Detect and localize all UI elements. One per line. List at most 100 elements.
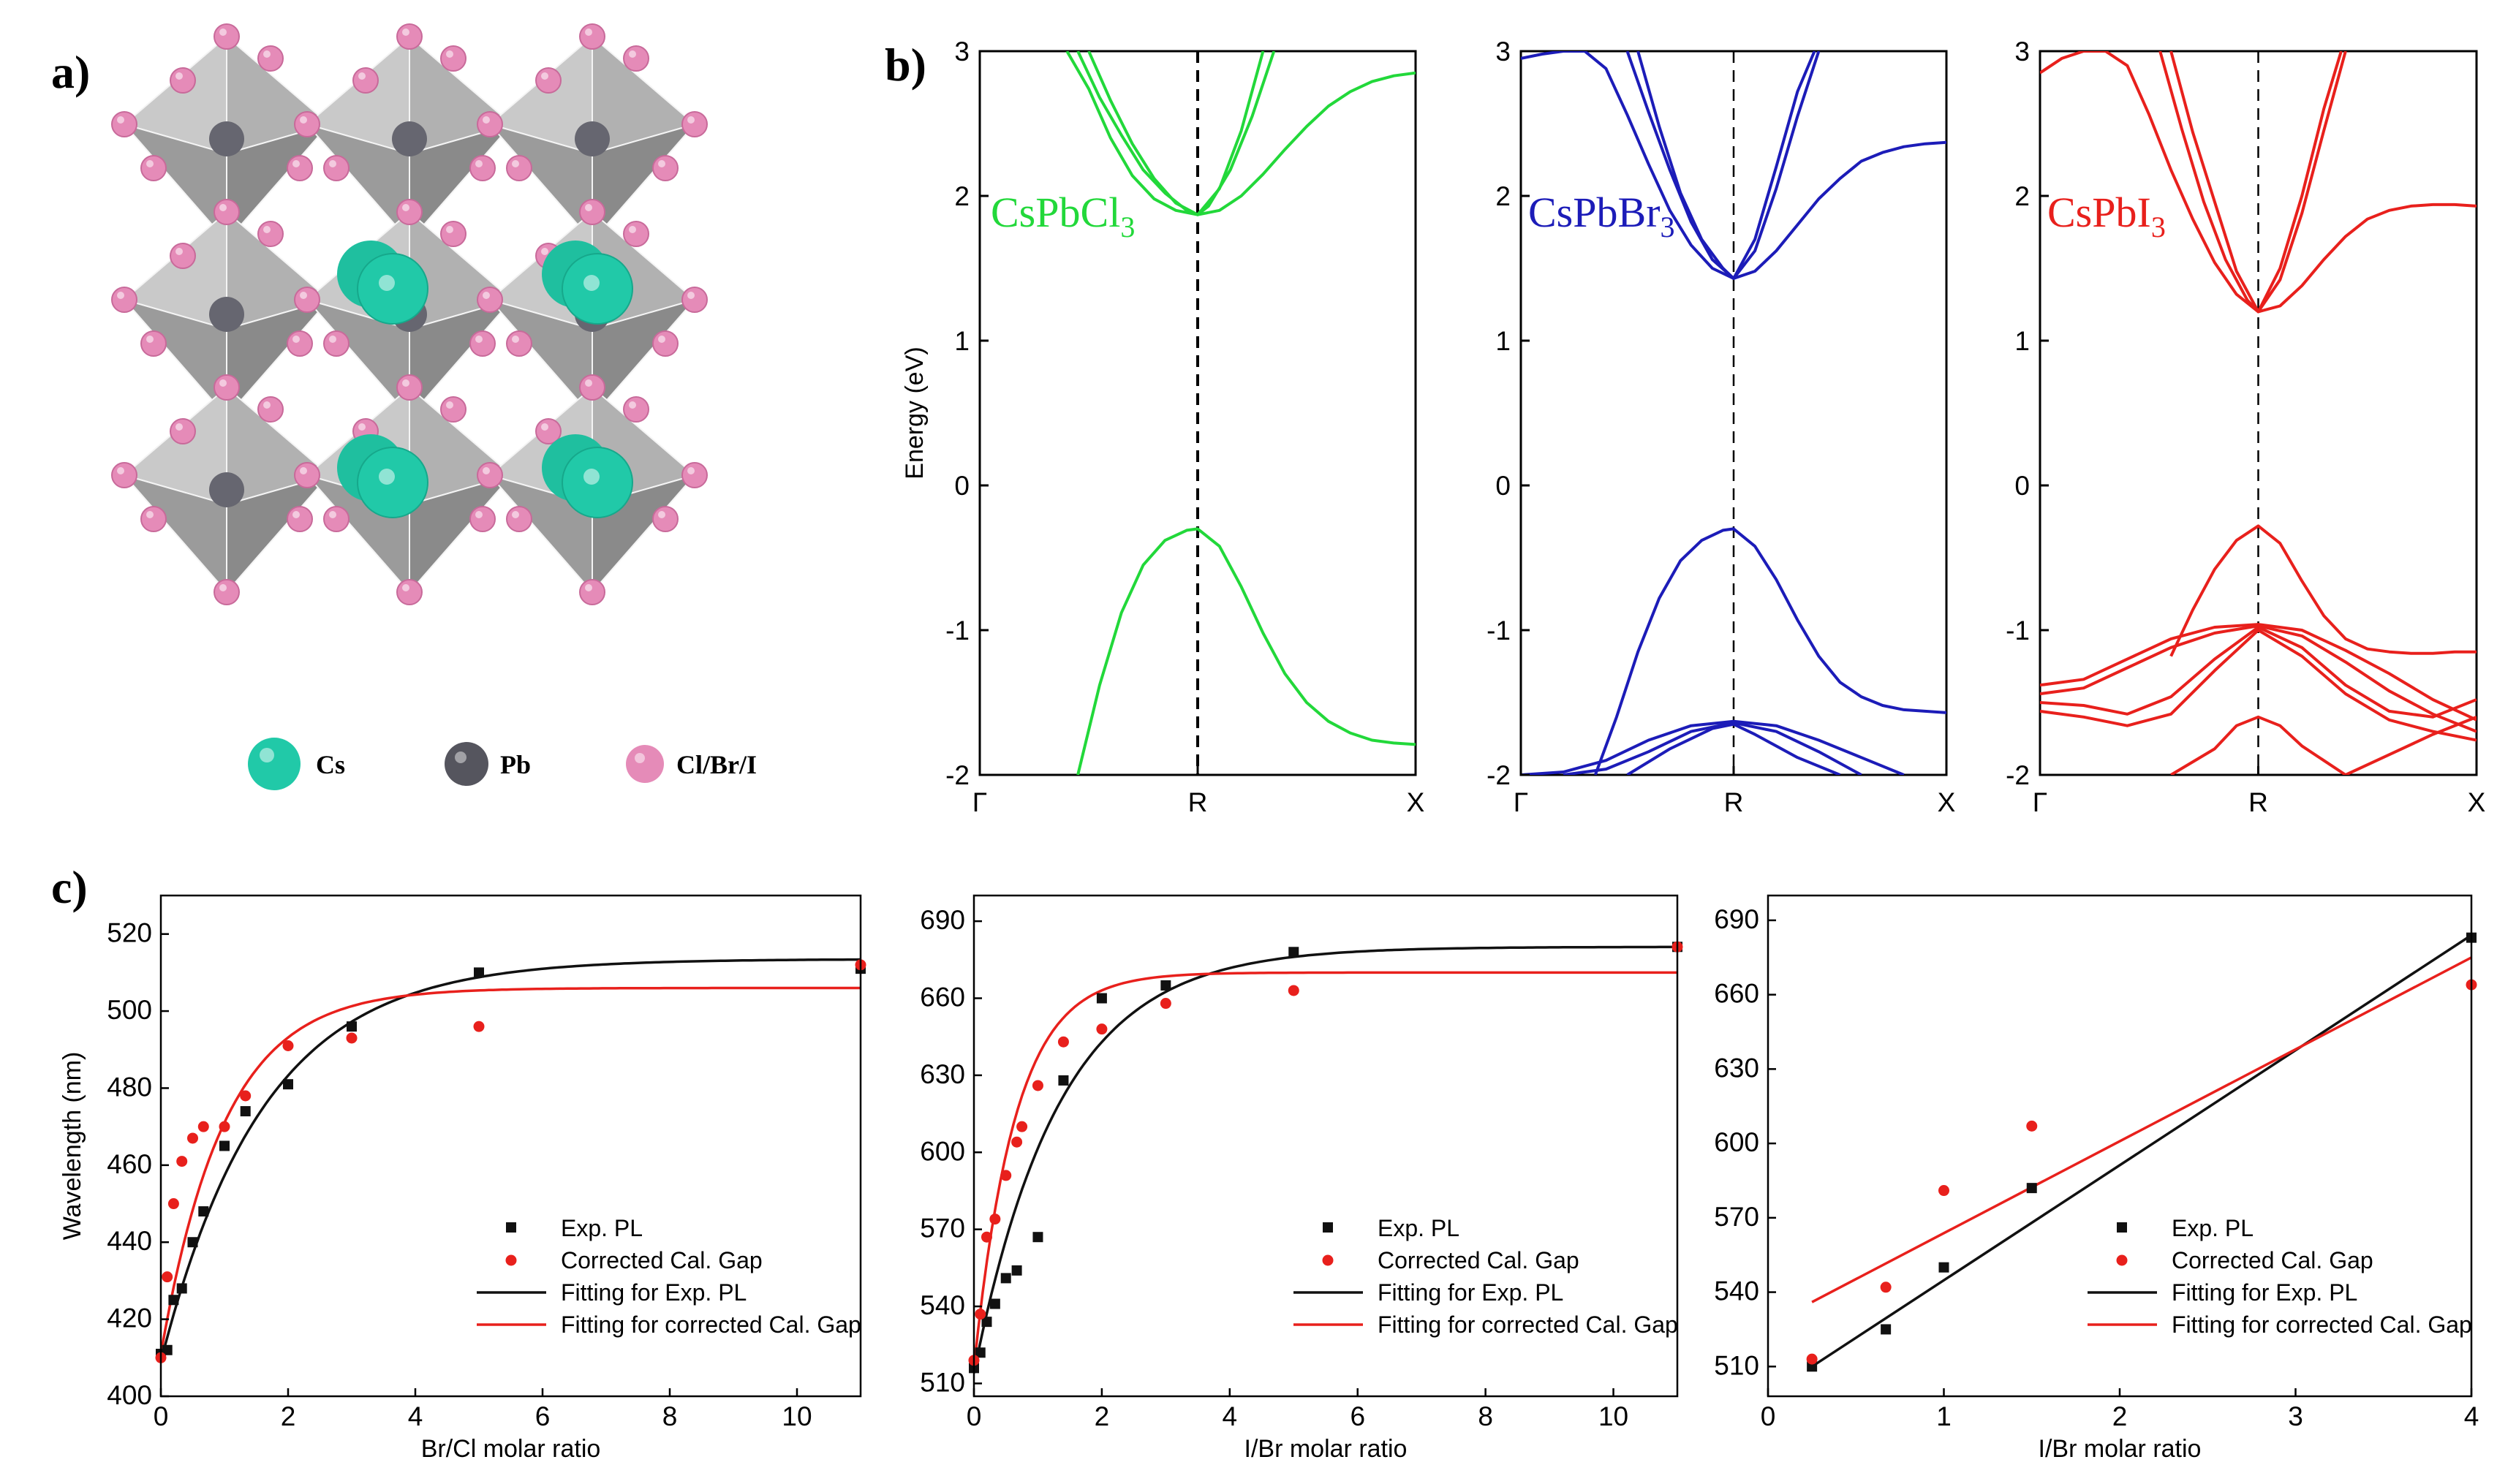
y-tick-label: 630: [1714, 1053, 1759, 1083]
data-point-circle: [2026, 1120, 2038, 1132]
y-tick-label: 510: [920, 1367, 965, 1397]
y-tick-label: -1: [945, 616, 970, 646]
x-tick-label: R: [1724, 787, 1744, 817]
halide-atom-icon: [477, 462, 503, 488]
halide-atom-icon: [506, 506, 532, 532]
x-tick-label: 4: [1223, 1401, 1238, 1431]
y-tick-label: 540: [920, 1290, 965, 1320]
halide-atom-icon: [323, 506, 350, 532]
data-point-square: [240, 1106, 251, 1117]
data-point-square: [219, 1140, 230, 1151]
y-tick-label: 510: [1714, 1350, 1759, 1380]
y-tick-label: 660: [1714, 979, 1759, 1009]
pb-atom-highlight-icon: [455, 752, 466, 763]
halide-atom-icon: [396, 199, 423, 225]
halide-atom-icon: [469, 330, 496, 357]
data-point-square: [187, 1237, 198, 1248]
band-cl-material-label: CsPbCl3: [991, 189, 1135, 243]
y-tick-label: 1: [954, 326, 970, 356]
x-tick-label: 8: [1478, 1401, 1493, 1431]
y-tick-label: 630: [920, 1059, 965, 1089]
x-tick-label: 4: [2464, 1401, 2479, 1431]
data-point-circle: [219, 1121, 230, 1132]
crystal-structure-illustration: [111, 23, 708, 605]
y-tick-label: 690: [1714, 904, 1759, 934]
fit-curve: [161, 986, 861, 1355]
halide-atom-icon: [111, 287, 137, 313]
legend-label: Exp. PL: [1378, 1215, 1459, 1241]
y-tick-label: -2: [945, 760, 970, 790]
band-br-curves: [1521, 51, 1946, 775]
band-panel-cscl: -2 -1 0 1 2 3 Γ R X CsPbCl3 Energy (eV): [901, 37, 1424, 817]
halide-atom-icon: [257, 221, 284, 247]
halide-atom-icon: [287, 330, 313, 357]
halide-atom-icon: [440, 396, 466, 423]
y-tick-label: 2: [1495, 181, 1511, 211]
halide-atom-icon: [477, 287, 503, 313]
pl-plot-ibr-1: 510 540 570 600 630 660 690 0 2 4 6 8 10 I/Br molar r…: [920, 894, 1683, 1463]
y-tick-label: 570: [1714, 1202, 1759, 1232]
data-point-circle: [1016, 1121, 1028, 1132]
halide-atom-icon: [440, 45, 466, 72]
band-i-material-label: CsPbI3: [2047, 189, 2166, 243]
band-panel-csi: -2 -1 0 1 2 3 Γ R X CsPbI3: [2006, 37, 2485, 817]
halide-atom-icon: [579, 199, 605, 225]
x-tick-label: 2: [2112, 1401, 2128, 1431]
x-tick-label: Γ: [972, 787, 987, 817]
data-point-square: [1938, 1262, 1949, 1273]
legend-marker-square: [2117, 1222, 2127, 1233]
halide-atom-icon: [111, 462, 137, 488]
data-point-square: [283, 1079, 293, 1090]
band-i-curves: [2040, 51, 2477, 775]
legend-label: Fitting for corrected Cal. Gap: [561, 1311, 861, 1338]
x-tick-label: 6: [1350, 1401, 1365, 1431]
y-tick-label: 480: [107, 1072, 152, 1102]
y-axis-title: Wavelength (nm): [58, 1052, 86, 1241]
pb-octahedron: [122, 34, 331, 243]
pb-atom-legend-icon: [445, 742, 488, 786]
band-curve: [1521, 719, 1905, 775]
halide-atom-highlight-icon: [635, 753, 645, 763]
x-tick-label: 2: [1095, 1401, 1110, 1431]
x-tick-label: 8: [662, 1401, 678, 1431]
band-panel-csbr: -2 -1 0 1 2 3 Γ R X CsPbBr3: [1487, 37, 1955, 817]
band-curve: [2169, 51, 2347, 314]
data-point-circle: [1057, 1036, 1069, 1048]
legend-marker-square: [506, 1222, 516, 1233]
y-tick-label: 660: [920, 983, 965, 1012]
halide-atom-icon: [140, 506, 167, 532]
data-point-square: [1000, 1273, 1011, 1284]
halide-atom-icon: [111, 111, 137, 137]
cs-atom-legend-icon: [248, 738, 301, 790]
band-curve: [2169, 524, 2477, 657]
pb-octahedron: [488, 34, 697, 243]
x-tick-label: 1: [1936, 1401, 1952, 1431]
data-point-circle: [989, 1214, 1001, 1225]
y-tick-label: 2: [2014, 181, 2030, 211]
fit-curve: [161, 958, 861, 1363]
halide-atom-icon: [477, 111, 503, 137]
halide-atom-icon: [652, 155, 679, 181]
y-tick-label: 520: [107, 918, 152, 948]
halide-atom-icon: [579, 23, 605, 50]
data-point-square: [168, 1295, 179, 1306]
data-point-circle: [1880, 1282, 1892, 1293]
x-tick-label: X: [1407, 787, 1425, 817]
halide-atom-icon: [623, 221, 649, 247]
cs-atom-icon: [562, 253, 633, 325]
panel-label-c: c): [51, 861, 88, 913]
pb-atom-icon: [209, 472, 244, 507]
legend-label: Corrected Cal. Gap: [561, 1247, 763, 1273]
legend-label: Corrected Cal. Gap: [1378, 1247, 1579, 1273]
y-tick-label: 570: [920, 1214, 965, 1243]
halide-atom-icon: [469, 155, 496, 181]
halide-atom-icon: [323, 330, 350, 357]
plot-legend: Exp. PL Corrected Cal. Gap Fitting for Exp…: [477, 1215, 861, 1338]
x-tick-label: 0: [1761, 1401, 1776, 1431]
cs-atom-icon: [357, 447, 428, 518]
y-tick-label: -2: [1487, 760, 1511, 790]
cs-atom-icon: [357, 253, 428, 325]
data-point-circle: [176, 1156, 188, 1167]
y-tick-label: 420: [107, 1303, 152, 1333]
halide-atom-icon: [681, 462, 708, 488]
